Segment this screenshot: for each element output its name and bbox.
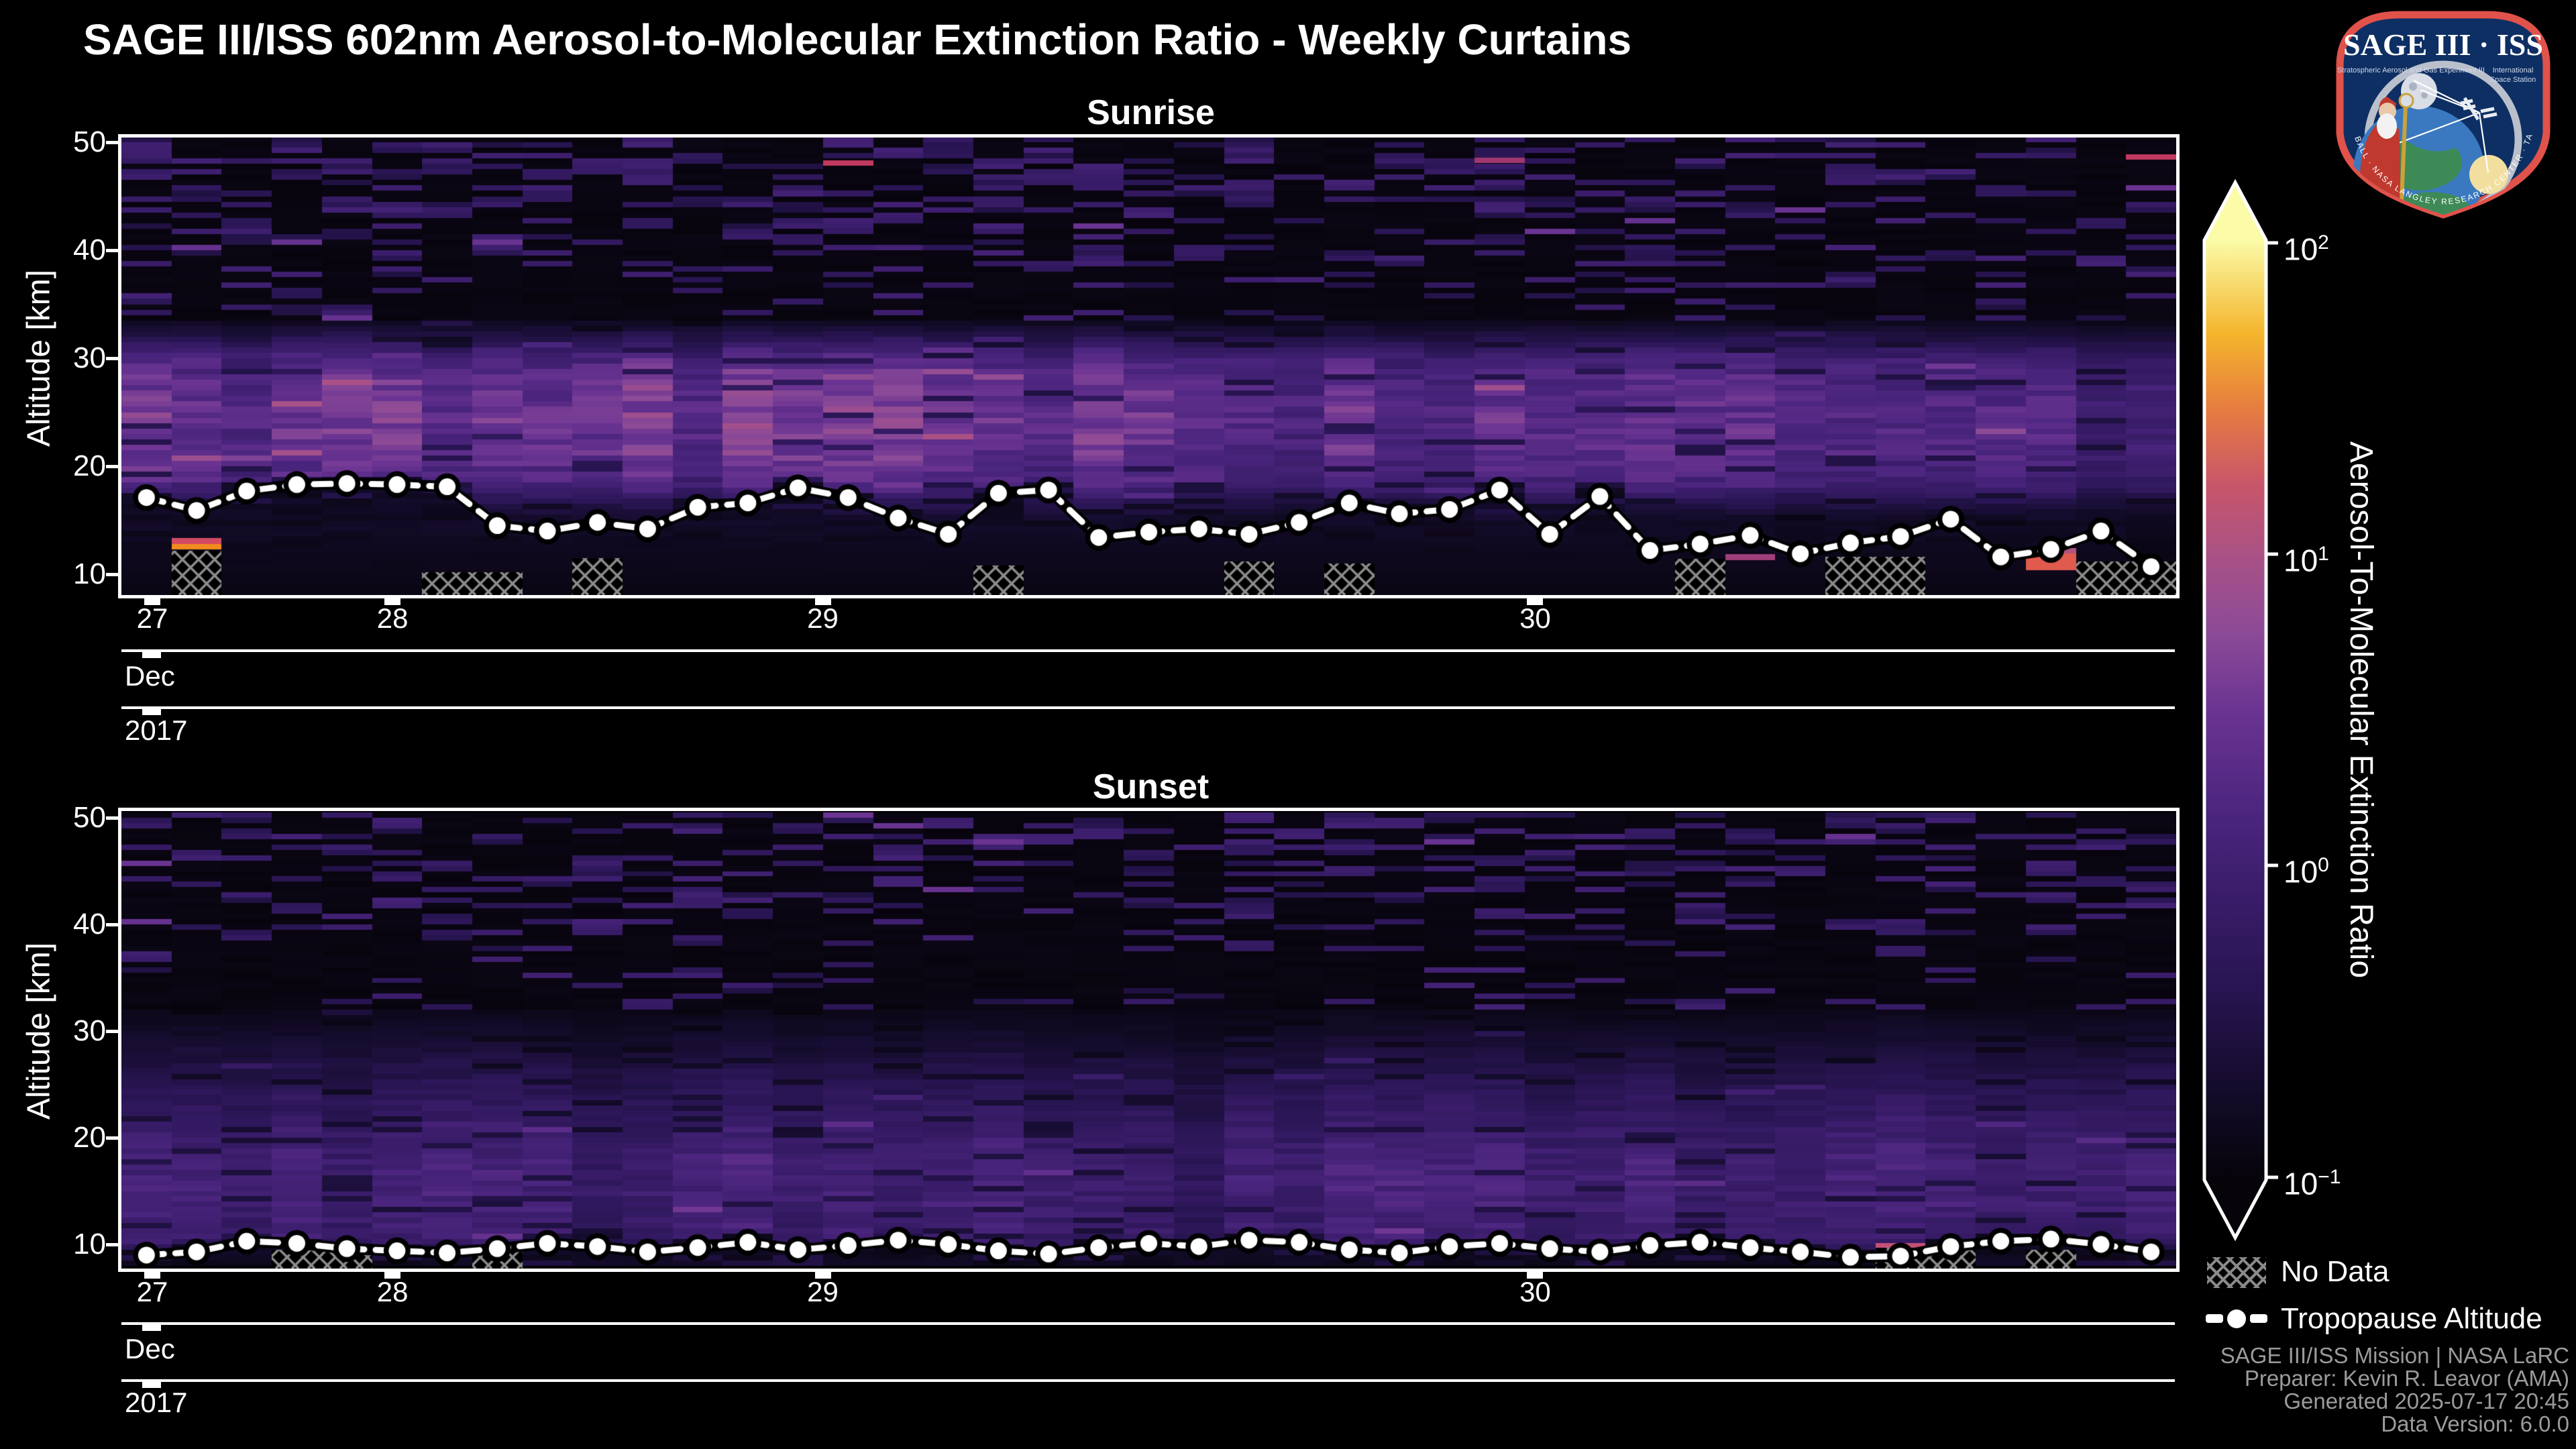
page-title: SAGE III/ISS 602nm Aerosol-to-Molecular … (83, 15, 1632, 64)
sunrise-year-label: 2017 (125, 714, 188, 746)
sunrise-panel-title: Sunrise (1087, 93, 1215, 132)
x-tick-mark (1527, 598, 1544, 605)
x-tick-label: 29 (807, 1276, 839, 1307)
footer-line: SAGE III/ISS Mission | NASA LaRC (2220, 1343, 2569, 1368)
y-tick-mark (106, 1243, 121, 1246)
y-tick-label: 20 (73, 1121, 106, 1154)
x-tick-label: 30 (1519, 602, 1551, 634)
sunrise-year-separator (121, 706, 2175, 709)
colorbar-tick-label: 100 (2284, 854, 2329, 890)
x-tick-label: 29 (807, 602, 839, 634)
tropopause-swatch-icon (2206, 1309, 2267, 1328)
colorbar-tick-label: 10−1 (2284, 1166, 2341, 1201)
sunrise-month-tick (142, 652, 161, 658)
sun-icon (2469, 155, 2508, 194)
y-tick-mark (106, 465, 121, 468)
footer-line: Generated 2025-07-17 20:45 (2284, 1389, 2569, 1413)
y-tick-label: 30 (73, 1014, 106, 1047)
colorbar-tick-label: 101 (2284, 543, 2329, 578)
x-tick-mark (384, 598, 401, 605)
y-tick-mark (106, 923, 121, 926)
y-tick-label: 50 (73, 125, 106, 158)
footer-line: Data Version: 6.0.0 (2381, 1411, 2569, 1436)
no-data-label: No Data (2281, 1255, 2390, 1288)
iss-icon (2460, 97, 2498, 121)
sunset-month-tick (142, 1325, 161, 1331)
patch-subtitle-right1: International (2493, 66, 2534, 74)
x-tick-label: 28 (376, 602, 409, 634)
mission-patch-logo: SAGE III · ISS Stratospheric Aerosol and… (2318, 5, 2551, 219)
x-tick-mark (384, 1272, 401, 1279)
x-tick-label: 28 (376, 1276, 409, 1307)
sunset-heatmap-canvas (121, 811, 2176, 1269)
footer-credits: SAGE III/ISS Mission | NASA LaRC Prepare… (2220, 1344, 2569, 1436)
no-data-swatch-icon (2207, 1257, 2266, 1288)
colorbar (2202, 178, 2278, 1242)
y-tick-mark (106, 357, 121, 360)
y-tick-mark (106, 1030, 121, 1033)
patch-subtitle-left: Stratospheric Aerosol and Gas Experiment… (2337, 66, 2485, 74)
y-tick-mark (106, 816, 121, 820)
tropopause-label: Tropopause Altitude (2281, 1302, 2542, 1335)
sunset-year-separator (121, 1379, 2175, 1382)
x-tick-mark (144, 1272, 161, 1279)
colorbar-tick-label: 102 (2284, 231, 2329, 267)
sunset-month-separator (121, 1322, 2175, 1325)
x-tick-label: 30 (1519, 1276, 1551, 1307)
x-tick-label: 27 (136, 602, 168, 634)
x-tick-label: 27 (136, 1276, 168, 1307)
x-tick-mark (144, 598, 161, 605)
sunrise-month-label: Dec (125, 660, 175, 692)
y-tick-label: 40 (73, 908, 106, 941)
y-tick-label: 50 (73, 801, 106, 834)
colorbar-bar (2202, 178, 2268, 1242)
colorbar-tick-marks (2266, 241, 2278, 1179)
y-tick-label: 10 (73, 1228, 106, 1260)
sunrise-year-tick (142, 709, 161, 715)
x-tick-mark (1527, 1272, 1544, 1279)
x-tick-mark (814, 1272, 831, 1279)
y-tick-label: 10 (73, 557, 106, 590)
y-tick-label: 30 (73, 341, 106, 374)
sunset-year-label: 2017 (125, 1387, 188, 1418)
sunset-plot-frame (118, 808, 2180, 1272)
x-tick-mark (814, 598, 831, 605)
sunrise-month-separator (121, 649, 2175, 652)
sunrise-plot-frame (118, 134, 2180, 598)
y-tick-mark (106, 573, 121, 576)
colorbar-axis-label: Aerosol-To-Molecular Extinction Ratio (2343, 441, 2379, 979)
sunset-year-tick (142, 1382, 161, 1388)
patch-title: SAGE III · ISS (2343, 28, 2543, 62)
y-tick-mark (106, 249, 121, 252)
footer-line: Preparer: Kevin R. Leavor (AMA) (2244, 1366, 2569, 1391)
y-tick-label: 20 (73, 449, 106, 482)
y-tick-label: 40 (73, 233, 106, 266)
sunset-month-label: Dec (125, 1333, 175, 1364)
sunset-panel-title: Sunset (1092, 767, 1210, 806)
patch-subtitle-right2: Space Station (2490, 76, 2536, 84)
y-tick-mark (106, 1136, 121, 1140)
sunrise-heatmap-canvas (121, 138, 2176, 595)
y-tick-mark (106, 141, 121, 144)
